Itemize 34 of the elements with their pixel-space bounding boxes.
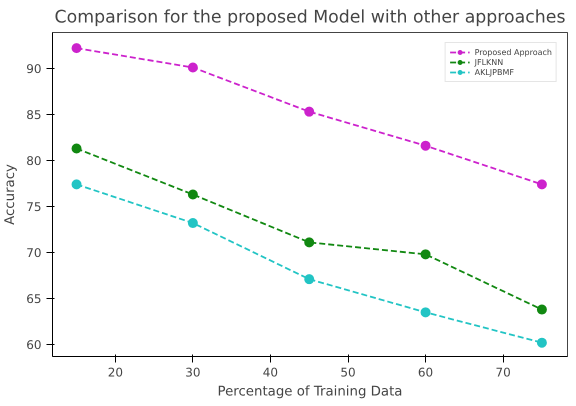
legend-label: Proposed Approach <box>474 47 552 57</box>
point <box>188 190 198 200</box>
x-tick-label: 70 <box>495 366 511 380</box>
point <box>420 140 431 151</box>
y-tick-label: 75 <box>26 200 42 214</box>
point <box>304 106 314 117</box>
x-tick-label: 20 <box>108 366 123 380</box>
y-tick-label: 60 <box>26 338 42 352</box>
point <box>536 304 547 315</box>
point <box>72 179 82 190</box>
y-tick-label: 85 <box>26 108 42 122</box>
legend-label: JFLKNN <box>474 57 504 67</box>
legend-label: AKLJPBMF <box>474 67 514 77</box>
y-axis-title: Accuracy <box>3 164 18 225</box>
x-tick-label: 50 <box>340 366 356 380</box>
point <box>536 338 547 348</box>
point <box>420 249 431 260</box>
y-tick-label: 90 <box>26 62 42 76</box>
x-axis-title: Percentage of Training Data <box>218 384 402 400</box>
y-tick-label: 80 <box>26 154 42 168</box>
x-tick-label: 40 <box>262 366 278 380</box>
point <box>304 274 314 284</box>
point <box>420 307 431 318</box>
point <box>72 43 82 54</box>
chart-title: Comparison for the proposed Model with other approaches <box>54 8 566 28</box>
x-tick-label: 30 <box>185 366 201 380</box>
y-tick-label: 70 <box>26 246 42 260</box>
point <box>304 237 314 248</box>
point <box>72 143 82 154</box>
x-tick-label: 60 <box>418 366 434 380</box>
point <box>536 179 547 190</box>
point <box>188 62 198 72</box>
y-tick-label: 65 <box>26 292 42 306</box>
point <box>188 218 198 228</box>
